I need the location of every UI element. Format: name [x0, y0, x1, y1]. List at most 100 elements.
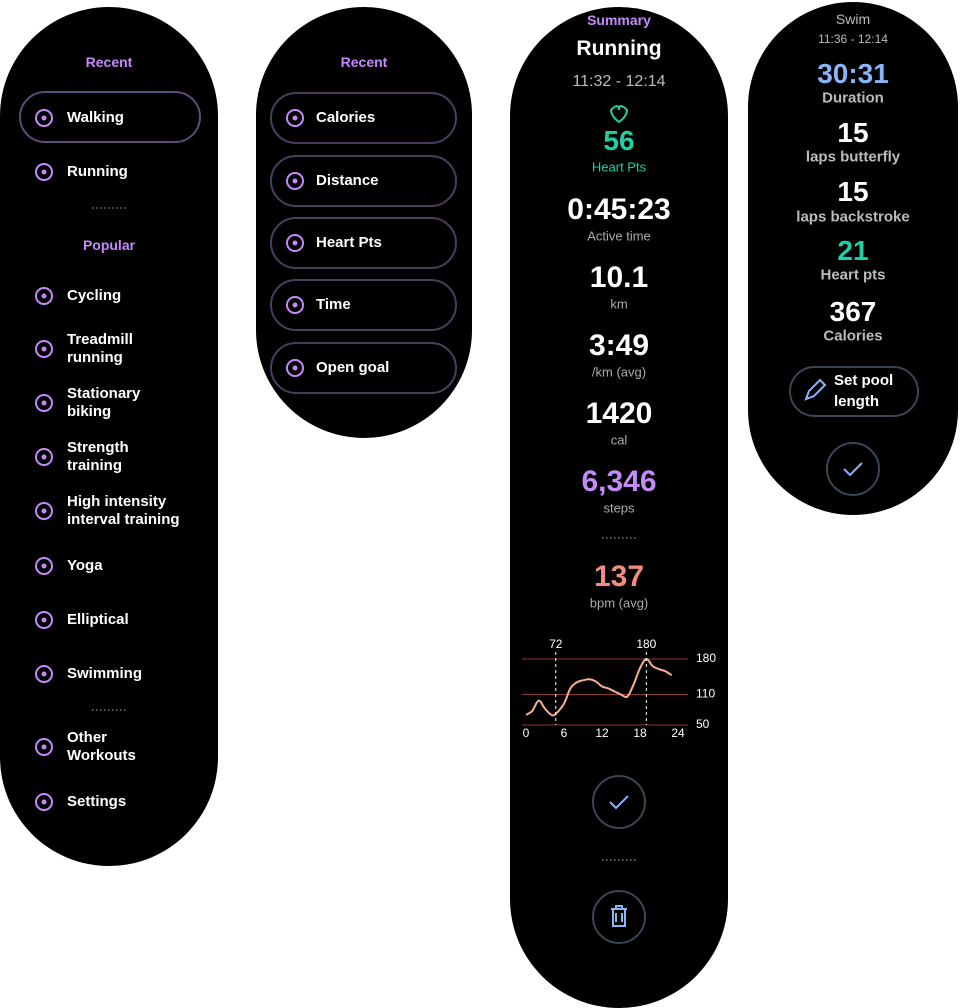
x-tick-label: 24: [671, 726, 685, 740]
goal-label: Time: [316, 296, 351, 313]
goal-label: Open goal: [316, 359, 390, 376]
list-item: Swimming: [67, 665, 143, 682]
y-tick-label: 180: [696, 651, 716, 665]
activity-title: Running: [576, 37, 662, 60]
metric-label: laps butterfly: [805, 148, 901, 166]
heart-icon: [609, 105, 629, 124]
icon-dot: [41, 508, 47, 514]
x-tick-label: 18: [633, 726, 647, 740]
check-icon: [843, 462, 863, 477]
icon: [35, 448, 53, 466]
icon-dot: [292, 302, 298, 308]
icon-dot: [41, 293, 47, 299]
metric-value: 367: [829, 296, 877, 327]
delete-button[interactable]: [592, 890, 646, 944]
icon: [35, 502, 53, 520]
annotation-label: 72: [549, 637, 563, 651]
metric-label: steps: [603, 500, 635, 516]
time-range: 11:32 - 12:14: [572, 73, 666, 90]
icon-dot: [41, 454, 47, 460]
icon: [35, 287, 53, 305]
list-item: Strength training: [67, 439, 129, 474]
list-item: Walking: [67, 109, 124, 126]
pool-length-button[interactable]: [789, 366, 919, 417]
goal-button[interactable]: [270, 217, 457, 269]
goal-label: Distance: [316, 172, 379, 189]
metric-value: 30:31: [817, 58, 889, 89]
x-tick-label: 6: [561, 726, 568, 740]
metric-label: bpm (avg): [589, 595, 649, 611]
y-tick-label: 110: [696, 687, 715, 701]
icon-dot: [41, 400, 47, 406]
goal-button[interactable]: [270, 155, 457, 207]
icon: [35, 738, 53, 756]
confirm-button[interactable]: [826, 442, 880, 496]
metric-value: 15: [837, 176, 869, 207]
icon: [286, 359, 304, 377]
metric-label: Active time: [587, 228, 651, 244]
goal-label: Calories: [316, 109, 376, 126]
icon: [35, 665, 53, 683]
goal-button[interactable]: [270, 342, 457, 394]
activity-screen: [0, 7, 218, 866]
metric-label: Heart pts: [820, 266, 886, 284]
swim-screen: [748, 2, 958, 515]
y-tick-label: 50: [696, 717, 710, 731]
icon: [35, 109, 53, 127]
icon-dot: [41, 115, 47, 121]
metric-value: 15: [837, 117, 869, 148]
annotation-label: 180: [636, 637, 656, 651]
icon-dot: [41, 617, 47, 623]
icon: [35, 340, 53, 358]
icon-dot: [292, 178, 298, 184]
metric-label: /km (avg): [591, 364, 647, 380]
list-item: Cycling: [67, 287, 122, 304]
list-item: Elliptical: [67, 611, 129, 628]
icon: [286, 109, 304, 127]
metric-label: km: [610, 296, 628, 312]
metric-label: laps backstroke: [796, 208, 910, 226]
icon-dot: [292, 115, 298, 121]
icon: [35, 611, 53, 629]
list-item: High intensity interval training: [67, 493, 180, 528]
icon-dot: [41, 744, 47, 750]
metric-label: Calories: [823, 327, 883, 345]
trash-icon: [611, 905, 627, 927]
icon: [286, 234, 304, 252]
icon: [35, 793, 53, 811]
icon-dot: [41, 563, 47, 569]
x-tick-label: 12: [595, 726, 609, 740]
check-icon: [609, 795, 629, 810]
goal-button[interactable]: [270, 279, 457, 331]
x-tick-label: 0: [523, 726, 530, 740]
metric-value: 10.1: [589, 261, 649, 294]
icon-dot: [292, 365, 298, 371]
metric-value: 21: [837, 235, 869, 266]
list-item: Yoga: [67, 557, 103, 574]
selected-item[interactable]: [19, 91, 201, 143]
icon-dot: [41, 169, 47, 175]
goal-button[interactable]: [270, 92, 457, 144]
icon-dot: [41, 346, 47, 352]
metric-value: 6,346: [581, 465, 657, 498]
metric-value: 3:49: [588, 329, 650, 362]
section-title: Recent: [85, 54, 133, 70]
icon-dot: [41, 799, 47, 805]
metric-label: cal: [610, 432, 628, 448]
goal-label: Heart Pts: [316, 234, 382, 251]
list-item: Settings: [67, 793, 127, 810]
header: Summary: [587, 12, 651, 28]
pencil-icon: [804, 378, 827, 401]
icon-dot: [292, 240, 298, 246]
time-range: 11:36 - 12:14: [818, 32, 888, 46]
confirm-button[interactable]: [592, 775, 646, 829]
summary-screen: [510, 7, 728, 1008]
icon-dot: [41, 671, 47, 677]
metric-label: Heart Pts: [591, 159, 647, 175]
icon: [286, 296, 304, 314]
icon: [35, 557, 53, 575]
section-title: Popular: [82, 237, 136, 253]
metric-value: 0:45:23: [567, 193, 671, 226]
metric-value: 56: [603, 125, 635, 156]
